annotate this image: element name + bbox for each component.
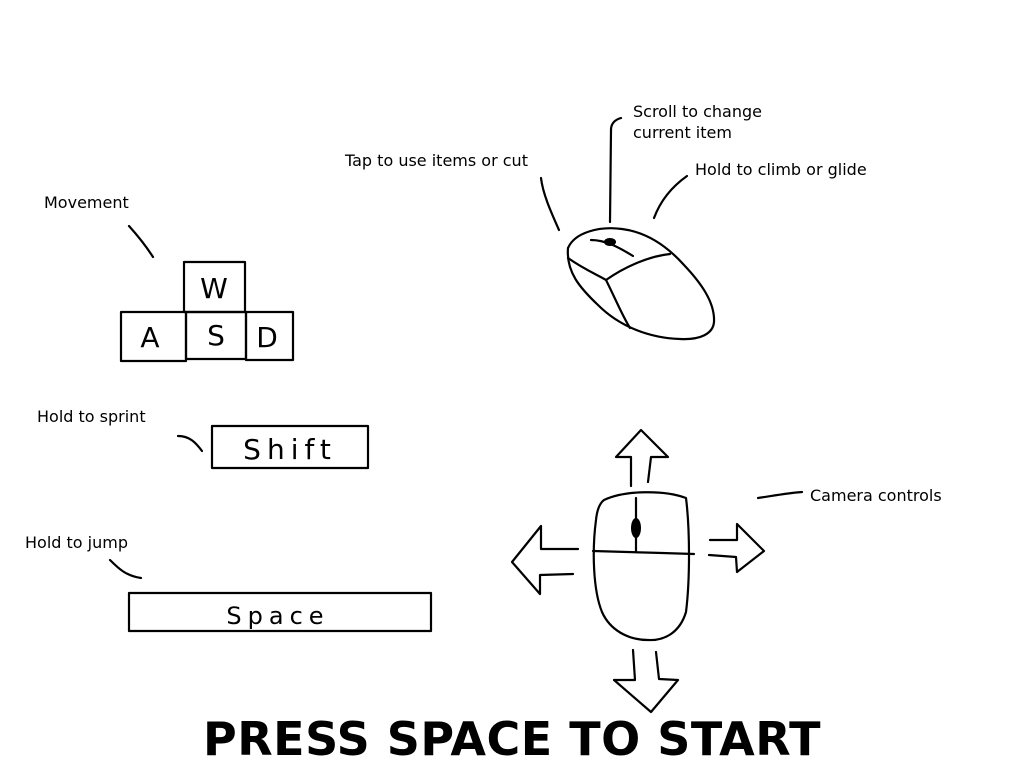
movement-label: Movement xyxy=(44,193,129,212)
sprint-label: Hold to sprint xyxy=(37,407,146,426)
mouse-tilted-icon xyxy=(566,227,716,341)
press-space-to-start-prompt: PRESS SPACE TO START xyxy=(203,712,821,766)
sprint-pointer-line xyxy=(176,434,204,453)
jump-pointer-line xyxy=(108,558,143,580)
key-d: D xyxy=(244,310,295,362)
camera-controls-label: Camera controls xyxy=(810,486,942,505)
key-a-label: A xyxy=(140,321,159,354)
arrow-right-icon xyxy=(707,522,766,574)
scroll-label-line2: current item xyxy=(633,123,732,142)
key-s-label: S xyxy=(207,319,225,352)
scroll-wheel-icon xyxy=(604,238,616,246)
use-items-label: Tap to use items or cut xyxy=(345,151,528,170)
scroll-label-line1: Scroll to change xyxy=(633,102,762,121)
climb-glide-label: Hold to climb or glide xyxy=(695,160,867,179)
use-pointer-line xyxy=(539,176,561,232)
movement-pointer-line xyxy=(127,224,155,259)
mouse-camera-icon xyxy=(591,491,696,642)
key-w: W xyxy=(182,260,247,314)
key-shift: Shift xyxy=(210,424,370,470)
camera-scroll-wheel-icon xyxy=(631,518,641,538)
key-space-label: Space xyxy=(226,602,329,630)
jump-label: Hold to jump xyxy=(25,533,128,552)
key-space: Space xyxy=(127,591,433,633)
arrow-left-icon xyxy=(510,524,580,596)
arrow-down-icon xyxy=(612,648,680,714)
key-a: A xyxy=(119,310,188,363)
scroll-pointer-line xyxy=(608,116,623,224)
key-d-label: D xyxy=(256,321,278,354)
camera-pointer-line xyxy=(756,490,804,500)
climb-pointer-line xyxy=(652,174,689,220)
key-s: S xyxy=(184,310,248,361)
key-w-label: W xyxy=(200,272,228,305)
key-shift-label: Shift xyxy=(243,433,337,466)
arrow-up-icon xyxy=(614,428,670,488)
